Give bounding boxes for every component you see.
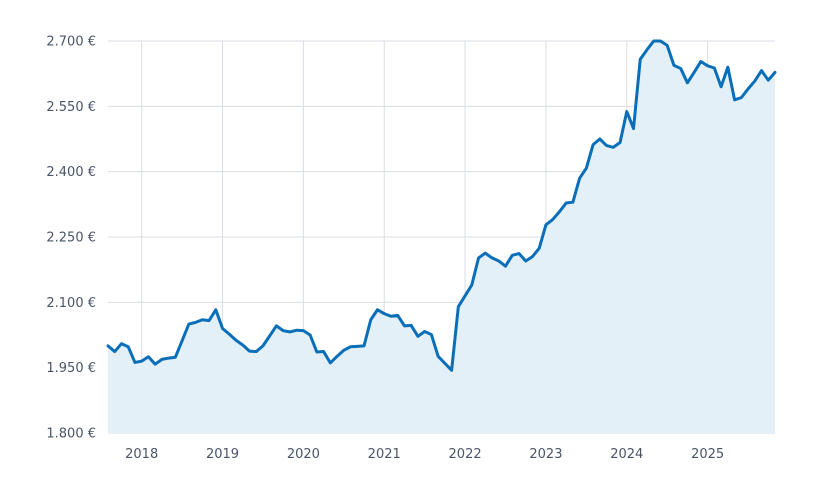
y-tick-label: 1.950 €	[46, 361, 96, 376]
label-layer: 1.800 € 1.950 € 2.100 € 2.250 € 2.400 € 2.550…	[46, 35, 724, 463]
y-tick-label: 2.250 €	[46, 231, 96, 246]
series-line	[106, 39, 777, 372]
y-tick-label: 1.800 €	[46, 427, 96, 442]
x-tick-label: 2021	[368, 447, 401, 462]
y-tick-label: 2.100 €	[46, 296, 96, 311]
series-area	[108, 41, 775, 433]
y-tick-label: 2.400 €	[46, 165, 96, 180]
x-tick-label: 2022	[449, 447, 482, 462]
x-tick-label: 2023	[529, 447, 562, 462]
y-tick-label: 2.550 €	[46, 100, 96, 115]
area-layer	[108, 41, 775, 433]
x-tick-label: 2024	[610, 447, 643, 462]
x-tick-label: 2019	[206, 447, 239, 462]
x-tick-label: 2020	[287, 447, 320, 462]
x-tick-label: 2025	[691, 447, 724, 462]
y-tick-label: 2.700 €	[46, 35, 96, 50]
x-tick-label: 2018	[125, 447, 158, 462]
line-layer	[106, 39, 777, 372]
